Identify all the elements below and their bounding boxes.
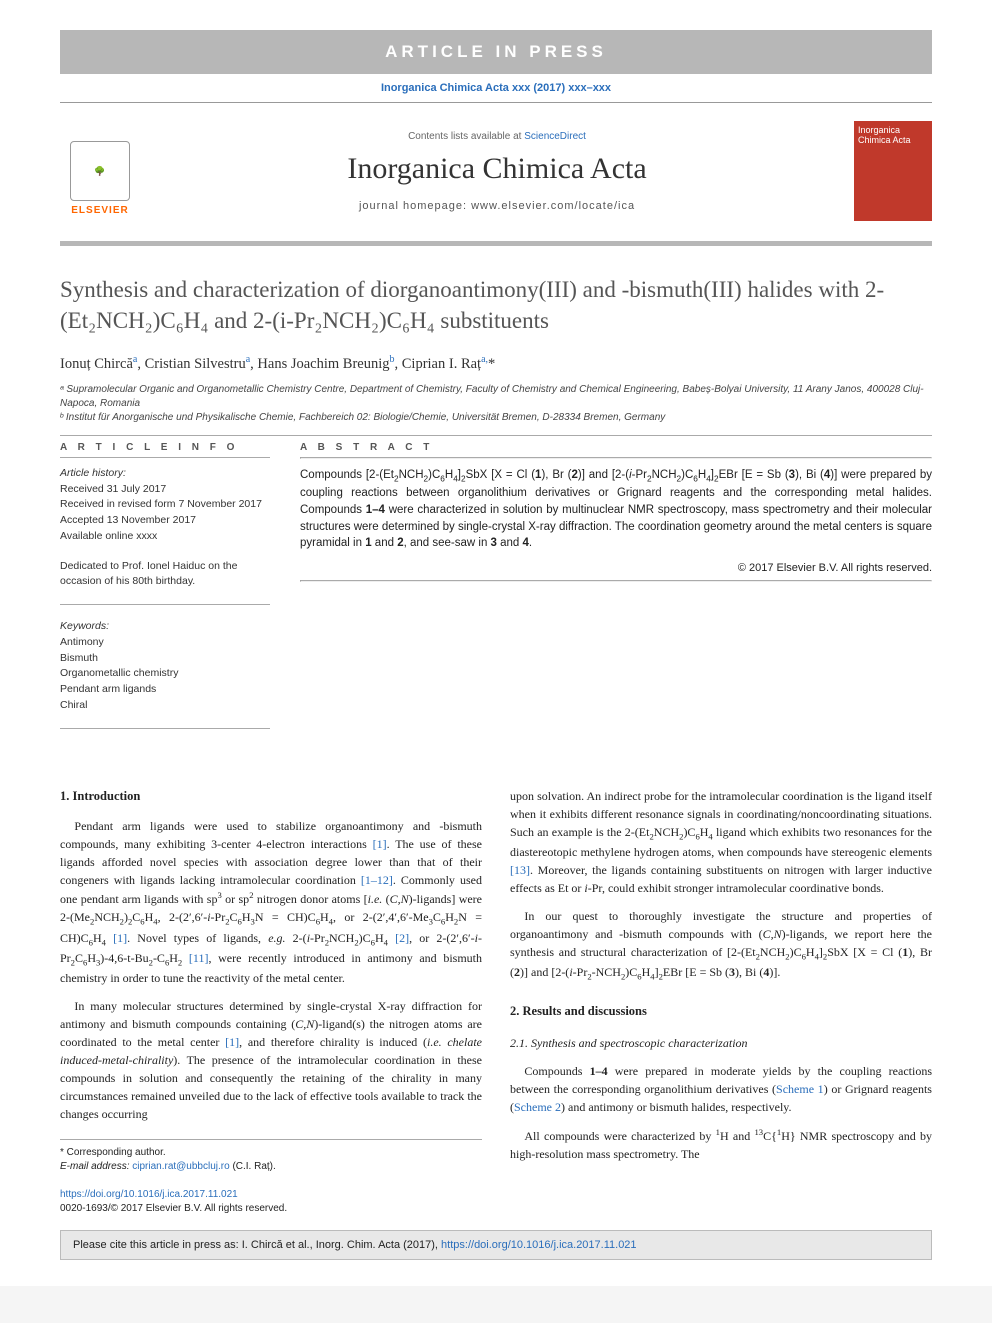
corr-email-link[interactable]: ciprian.rat@ubbcluj.ro [132, 1161, 229, 1172]
doi-link[interactable]: https://doi.org/10.1016/j.ica.2017.11.02… [60, 1189, 238, 1200]
cite-doi-link[interactable]: https://doi.org/10.1016/j.ica.2017.11.02… [441, 1239, 637, 1251]
contents-list-line: Contents lists available at ScienceDirec… [158, 131, 836, 142]
masthead: 🌳 ELSEVIER Contents lists available at S… [60, 102, 932, 231]
citation-header: Inorganica Chimica Acta xxx (2017) xxx–x… [60, 82, 932, 94]
email-label: E-mail address: [60, 1161, 129, 1172]
divider [60, 728, 270, 729]
subsection-heading: 2.1. Synthesis and spectroscopic charact… [510, 1034, 932, 1052]
article-title: Synthesis and characterization of diorga… [60, 274, 932, 336]
cite-prefix: Please cite this article in press as: I.… [73, 1239, 441, 1251]
journal-title: Inorganica Chimica Acta [158, 152, 836, 186]
keyword: Organometallic chemistry [60, 666, 270, 682]
elsevier-logo: 🌳 ELSEVIER [60, 126, 140, 216]
author-list: Ionuț Chircăa, Cristian Silvestrua, Hans… [60, 354, 932, 373]
divider [300, 580, 932, 582]
cite-article-bar: Please cite this article in press as: I.… [60, 1230, 932, 1260]
abstract-label: A B S T R A C T [300, 442, 932, 453]
issn-line: 0020-1693/© 2017 Elsevier B.V. All right… [60, 1203, 287, 1214]
elsevier-tree-icon: 🌳 [70, 141, 130, 201]
article-in-press-banner: ARTICLE IN PRESS [60, 30, 932, 74]
article-history: Article history: Received 31 July 2017 R… [60, 466, 270, 545]
cover-text: Inorganica Chimica Acta [858, 125, 928, 145]
received-date: Received 31 July 2017 [60, 482, 270, 498]
body-column-right: upon solvation. An indirect probe for th… [510, 787, 932, 1217]
dedication-text: Dedicated to Prof. Ionel Haiduc on the o… [60, 559, 270, 591]
intro-paragraph: In many molecular structures determined … [60, 997, 482, 1123]
accepted-date: Accepted 13 November 2017 [60, 513, 270, 529]
corr-label: * Corresponding author. [60, 1146, 482, 1160]
divider [60, 435, 932, 436]
affiliation-a: ᵃ Supramolecular Organic and Organometal… [60, 383, 932, 411]
elsevier-label: ELSEVIER [71, 205, 128, 216]
keyword: Bismuth [60, 651, 270, 667]
section-heading-introduction: 1. Introduction [60, 787, 482, 806]
journal-homepage: journal homepage: www.elsevier.com/locat… [158, 200, 836, 212]
keyword: Antimony [60, 635, 270, 651]
article-info-label: A R T I C L E I N F O [60, 442, 270, 453]
results-paragraph: All compounds were characterized by 1H a… [510, 1126, 932, 1163]
intro-paragraph: upon solvation. An indirect probe for th… [510, 787, 932, 897]
corresponding-author-block: * Corresponding author. E-mail address: … [60, 1139, 482, 1174]
sciencedirect-link[interactable]: ScienceDirect [524, 131, 586, 142]
footer-doi-block: https://doi.org/10.1016/j.ica.2017.11.02… [60, 1188, 482, 1216]
section-heading-results: 2. Results and discussions [510, 1002, 932, 1021]
keywords-block: Keywords: Antimony Bismuth Organometalli… [60, 619, 270, 714]
history-label: Article history: [60, 466, 270, 482]
keyword: Chiral [60, 698, 270, 714]
abstract-text: Compounds [2-(Et2NCH2)C6H4]2SbX [X = Cl … [300, 467, 932, 552]
journal-cover-thumbnail: Inorganica Chimica Acta [854, 121, 932, 221]
intro-paragraph: In our quest to thoroughly investigate t… [510, 907, 932, 984]
results-paragraph: Compounds 1–4 were prepared in moderate … [510, 1062, 932, 1116]
revised-date: Received in revised form 7 November 2017 [60, 497, 270, 513]
contents-prefix: Contents lists available at [408, 131, 524, 142]
affiliations: ᵃ Supramolecular Organic and Organometal… [60, 383, 932, 425]
divider [60, 457, 270, 458]
masthead-rule [60, 241, 932, 246]
keywords-label: Keywords: [60, 619, 270, 635]
corr-person: (C.I. Raț). [232, 1161, 275, 1172]
divider [300, 457, 932, 459]
online-date: Available online xxxx [60, 529, 270, 545]
intro-paragraph: Pendant arm ligands were used to stabili… [60, 817, 482, 987]
keyword: Pendant arm ligands [60, 682, 270, 698]
affiliation-b: ᵇ Institut für Anorganische und Physikal… [60, 411, 932, 425]
body-column-left: 1. Introduction Pendant arm ligands were… [60, 787, 482, 1217]
divider [60, 604, 270, 605]
abstract-copyright: © 2017 Elsevier B.V. All rights reserved… [300, 562, 932, 574]
